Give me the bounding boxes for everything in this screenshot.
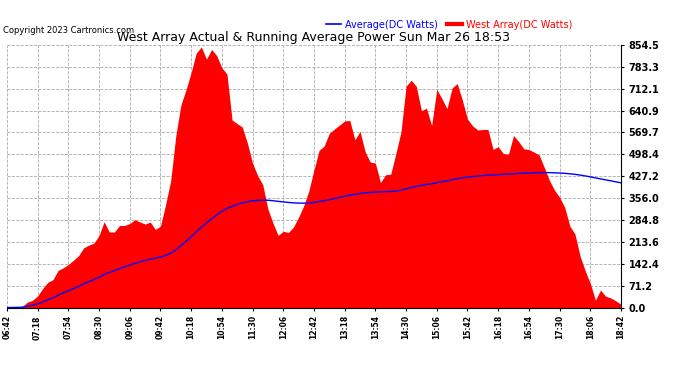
Text: Copyright 2023 Cartronics.com: Copyright 2023 Cartronics.com bbox=[3, 26, 135, 35]
Legend: Average(DC Watts), West Array(DC Watts): Average(DC Watts), West Array(DC Watts) bbox=[322, 16, 576, 33]
Title: West Array Actual & Running Average Power Sun Mar 26 18:53: West Array Actual & Running Average Powe… bbox=[117, 31, 511, 44]
